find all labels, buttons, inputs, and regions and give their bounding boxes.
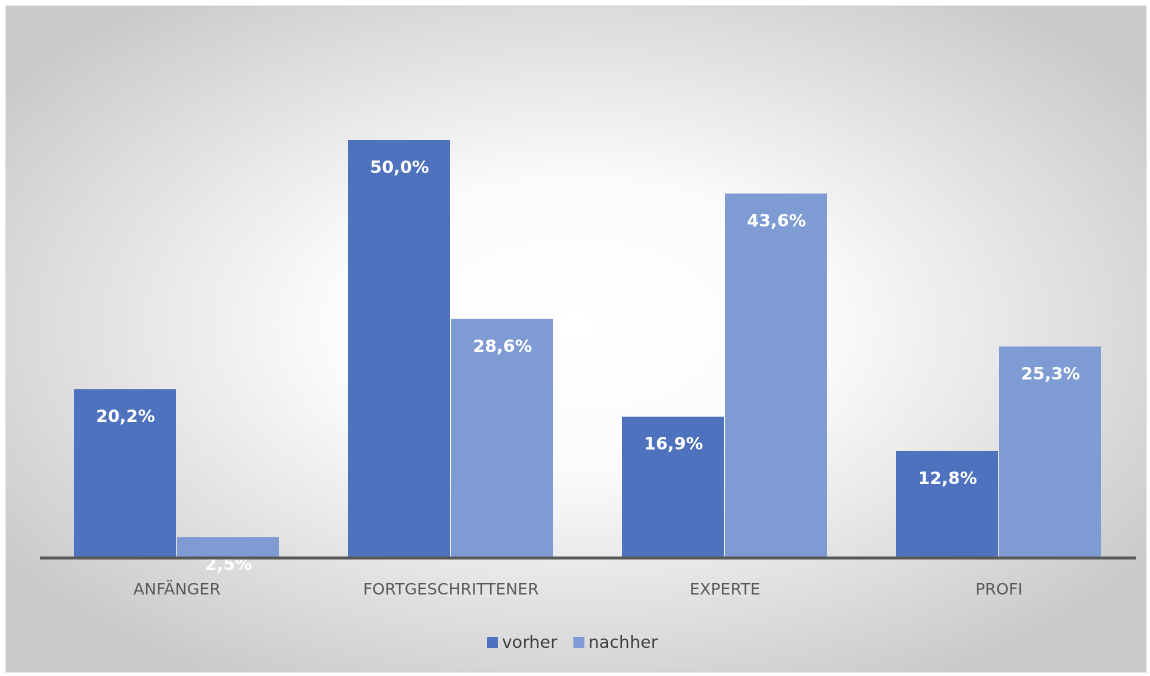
value-label: 50,0% xyxy=(370,158,429,178)
bar xyxy=(348,140,450,558)
value-label: 28,6% xyxy=(473,337,532,357)
x-tick-label: EXPERTE xyxy=(690,580,761,599)
bar xyxy=(622,416,724,558)
bar xyxy=(451,318,553,558)
legend-label: nachher xyxy=(588,633,658,653)
bar xyxy=(896,450,998,558)
bar xyxy=(177,537,279,558)
bar xyxy=(74,389,176,558)
value-label: 20,2% xyxy=(96,407,155,427)
chart-background xyxy=(5,5,1147,673)
value-label: 16,9% xyxy=(644,435,703,455)
x-tick-label: ANFÄNGER xyxy=(133,580,220,599)
bar xyxy=(999,346,1101,558)
legend-label: vorher xyxy=(502,633,557,653)
legend-swatch xyxy=(487,637,498,648)
value-label: 2,5% xyxy=(205,555,252,575)
legend-swatch xyxy=(573,637,585,648)
value-label: 43,6% xyxy=(747,212,806,232)
value-label: 12,8% xyxy=(918,469,977,489)
x-tick-label: FORTGESCHRITTENER xyxy=(363,580,539,599)
bar xyxy=(725,193,827,558)
x-tick-label: PROFI xyxy=(975,580,1022,599)
value-label: 25,3% xyxy=(1021,364,1080,384)
